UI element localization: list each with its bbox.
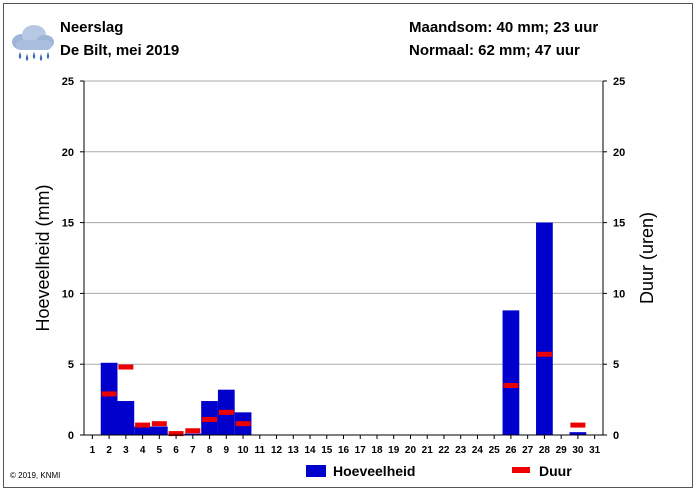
- y-tick-label-right: 15: [613, 218, 625, 230]
- copyright-label: © 2019, KNMI: [10, 471, 61, 480]
- y-tick-label-right: 25: [613, 76, 625, 88]
- x-tick-label: 11: [255, 445, 266, 456]
- x-tick-label: 6: [173, 445, 179, 456]
- bar-hoeveelheid-day-4: [134, 426, 151, 435]
- x-tick-label: 4: [140, 445, 146, 456]
- bar-hoeveelheid-day-2: [100, 362, 118, 435]
- bar-hoeveelheid-day-3: [117, 401, 135, 435]
- bar-hoeveelheid-day-30: [569, 432, 587, 435]
- x-tick-label: 24: [472, 445, 484, 456]
- x-tick-label: 29: [556, 445, 568, 456]
- x-tick-label: 17: [355, 445, 367, 456]
- y-tick-label-left: 20: [62, 147, 74, 159]
- x-tick-label: 10: [237, 445, 249, 456]
- bar-hoeveelheid-day-7: [184, 433, 202, 435]
- marker-duur-day-9: [218, 409, 234, 415]
- marker-duur-day-3: [118, 364, 134, 370]
- marker-duur-day-30: [570, 422, 586, 428]
- marker-duur-day-5: [151, 421, 167, 427]
- marker-duur-day-7: [185, 428, 201, 434]
- y-tick-label-right: 10: [613, 288, 625, 300]
- y-tick-label-left: 0: [68, 430, 74, 442]
- x-tick-label: 19: [388, 445, 400, 456]
- normal-label: Normaal: 62 mm; 47 uur: [409, 42, 580, 59]
- x-tick-label: 9: [224, 445, 230, 456]
- marker-duur-day-28: [536, 351, 552, 357]
- legend-swatch-duur: [512, 467, 530, 473]
- x-tick-label: 21: [422, 445, 434, 456]
- x-tick-label: 30: [572, 445, 584, 456]
- x-tick-label: 23: [455, 445, 467, 456]
- y-tick-label-left: 10: [62, 288, 74, 300]
- legend-label-duur: Duur: [539, 463, 572, 479]
- marker-duur-day-4: [135, 422, 151, 428]
- y-axis-title-left: Hoeveelheid (mm): [33, 184, 53, 331]
- marker-duur-day-10: [235, 421, 251, 427]
- y-tick-label-right: 5: [613, 359, 619, 371]
- y-tick-label-left: 15: [62, 218, 74, 230]
- x-tick-label: 26: [505, 445, 517, 456]
- marker-duur-day-26: [503, 382, 519, 388]
- chart-frame: [3, 3, 693, 488]
- x-tick-label: 31: [589, 445, 601, 456]
- x-tick-label: 15: [321, 445, 333, 456]
- x-tick-label: 22: [438, 445, 450, 456]
- x-tick-label: 12: [271, 445, 283, 456]
- x-tick-label: 1: [90, 445, 96, 456]
- y-tick-label-right: 0: [613, 430, 619, 442]
- x-tick-label: 18: [371, 445, 383, 456]
- y-tick-label-left: 25: [62, 76, 74, 88]
- marker-duur-day-8: [202, 416, 218, 422]
- rain-cloud-icon: [12, 25, 54, 61]
- x-tick-label: 16: [338, 445, 350, 456]
- y-tick-label-right: 20: [613, 147, 625, 159]
- bar-hoeveelheid-day-5: [150, 426, 168, 435]
- x-tick-label: 2: [106, 445, 112, 456]
- x-tick-label: 25: [489, 445, 501, 456]
- legend-label-hoeveelheid: Hoeveelheid: [333, 463, 415, 479]
- x-tick-label: 3: [123, 445, 129, 456]
- month-sum-label: Maandsom: 40 mm; 23 uur: [409, 19, 599, 36]
- page-title: Neerslag: [60, 19, 124, 36]
- x-tick-label: 7: [190, 445, 196, 456]
- x-tick-label: 14: [304, 445, 316, 456]
- y-tick-label-left: 5: [68, 359, 74, 371]
- x-tick-label: 27: [522, 445, 534, 456]
- page-subtitle: De Bilt, mei 2019: [60, 42, 180, 59]
- x-tick-label: 28: [539, 445, 551, 456]
- y-axis-title-right: Duur (uren): [637, 212, 657, 304]
- x-tick-label: 5: [157, 445, 163, 456]
- marker-duur-day-2: [101, 391, 117, 397]
- x-tick-label: 8: [207, 445, 213, 456]
- x-tick-label: 13: [288, 445, 300, 456]
- marker-duur-day-6: [168, 431, 184, 437]
- legend-swatch-hoeveelheid: [306, 465, 326, 477]
- bar-hoeveelheid-day-28: [536, 222, 553, 435]
- bar-hoeveelheid-day-26: [502, 310, 520, 435]
- x-tick-label: 20: [405, 445, 417, 456]
